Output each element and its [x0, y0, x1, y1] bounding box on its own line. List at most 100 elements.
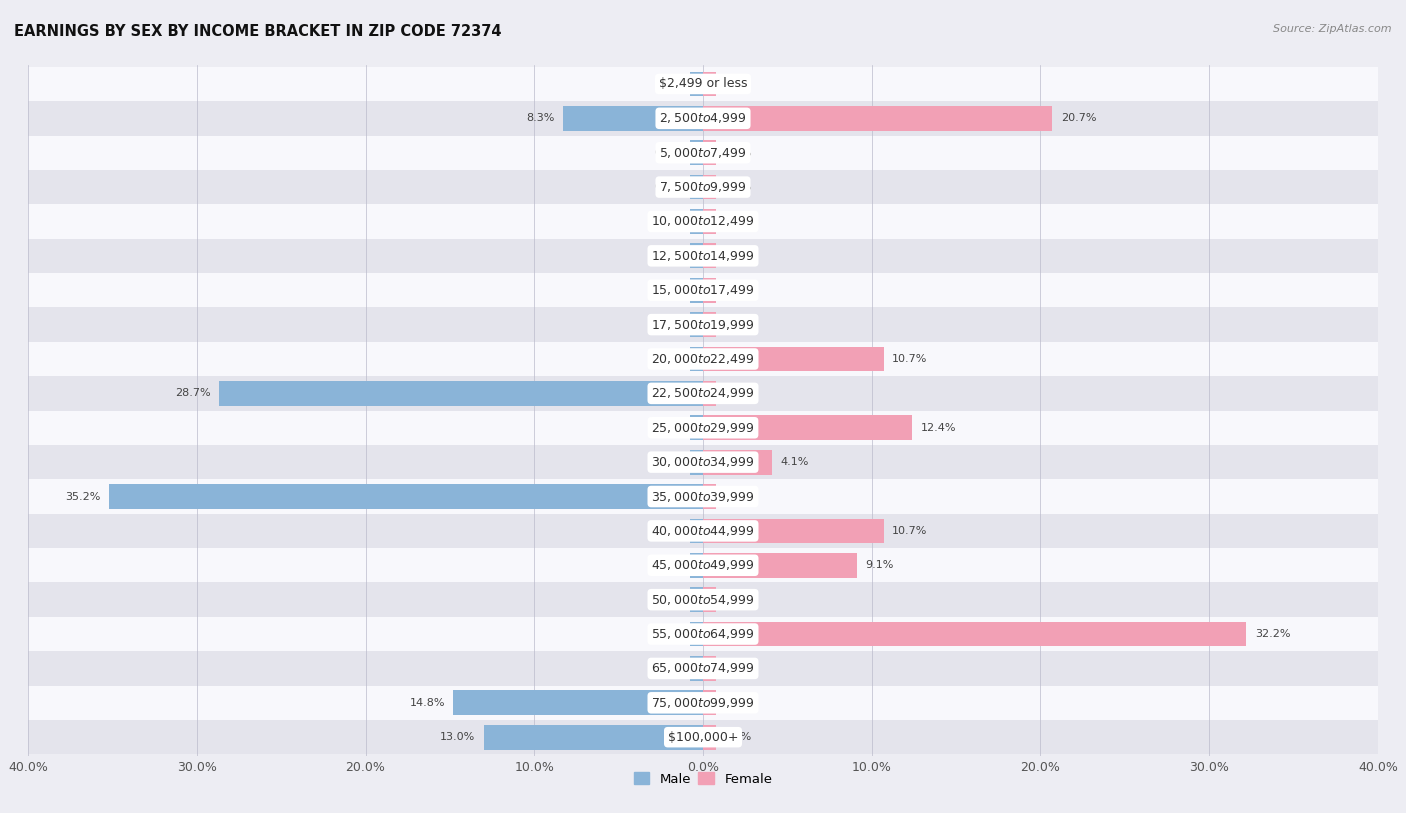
Text: $75,000 to $99,999: $75,000 to $99,999: [651, 696, 755, 710]
Text: 0.0%: 0.0%: [655, 285, 683, 295]
Bar: [28, 204, 1378, 239]
Bar: [28, 582, 1378, 617]
Text: $55,000 to $64,999: $55,000 to $64,999: [651, 627, 755, 641]
Text: $40,000 to $44,999: $40,000 to $44,999: [651, 524, 755, 538]
Bar: [28, 514, 1378, 548]
Bar: [689, 587, 703, 612]
Text: 0.0%: 0.0%: [723, 663, 751, 673]
Bar: [689, 346, 703, 372]
Bar: [689, 450, 703, 475]
Bar: [219, 381, 703, 406]
Bar: [703, 415, 912, 440]
Text: 0.0%: 0.0%: [655, 216, 683, 227]
Bar: [28, 720, 1378, 754]
Text: 13.0%: 13.0%: [440, 733, 475, 742]
Text: 0.0%: 0.0%: [723, 285, 751, 295]
Bar: [703, 622, 1246, 646]
Text: $22,500 to $24,999: $22,500 to $24,999: [651, 386, 755, 400]
Text: 0.0%: 0.0%: [655, 594, 683, 605]
Bar: [703, 243, 717, 268]
Text: 20.7%: 20.7%: [1060, 113, 1097, 124]
Bar: [689, 72, 703, 96]
Text: 0.0%: 0.0%: [723, 733, 751, 742]
Bar: [28, 548, 1378, 582]
Text: 4.1%: 4.1%: [780, 457, 808, 467]
Text: 0.0%: 0.0%: [655, 79, 683, 89]
Text: 0.0%: 0.0%: [655, 526, 683, 536]
Text: 32.2%: 32.2%: [1254, 629, 1291, 639]
Text: 14.8%: 14.8%: [409, 698, 444, 708]
Bar: [28, 445, 1378, 480]
Text: $45,000 to $49,999: $45,000 to $49,999: [651, 559, 755, 572]
Bar: [703, 209, 717, 234]
Text: 0.0%: 0.0%: [655, 560, 683, 570]
Bar: [28, 617, 1378, 651]
Bar: [28, 651, 1378, 685]
Bar: [28, 239, 1378, 273]
Bar: [703, 72, 717, 96]
Text: 0.0%: 0.0%: [723, 79, 751, 89]
Text: $15,000 to $17,499: $15,000 to $17,499: [651, 283, 755, 298]
Text: 0.0%: 0.0%: [655, 251, 683, 261]
Text: 0.0%: 0.0%: [655, 457, 683, 467]
Bar: [28, 685, 1378, 720]
Text: 0.0%: 0.0%: [655, 629, 683, 639]
Text: 8.3%: 8.3%: [526, 113, 554, 124]
Bar: [689, 209, 703, 234]
Bar: [484, 725, 703, 750]
Text: 0.0%: 0.0%: [723, 320, 751, 329]
Bar: [703, 346, 883, 372]
Text: $7,500 to $9,999: $7,500 to $9,999: [659, 180, 747, 194]
Bar: [28, 341, 1378, 376]
Text: 0.0%: 0.0%: [723, 389, 751, 398]
Text: 35.2%: 35.2%: [65, 492, 101, 502]
Bar: [689, 243, 703, 268]
Text: Source: ZipAtlas.com: Source: ZipAtlas.com: [1274, 24, 1392, 34]
Text: $100,000+: $100,000+: [668, 731, 738, 744]
Bar: [689, 553, 703, 578]
Bar: [689, 415, 703, 440]
Bar: [703, 690, 717, 715]
Text: $10,000 to $12,499: $10,000 to $12,499: [651, 215, 755, 228]
Text: 0.0%: 0.0%: [655, 182, 683, 192]
Text: 0.0%: 0.0%: [723, 216, 751, 227]
Text: $12,500 to $14,999: $12,500 to $14,999: [651, 249, 755, 263]
Text: $2,499 or less: $2,499 or less: [659, 77, 747, 90]
Text: 10.7%: 10.7%: [891, 354, 928, 364]
Text: $2,500 to $4,999: $2,500 to $4,999: [659, 111, 747, 125]
Text: 0.0%: 0.0%: [723, 492, 751, 502]
Text: 0.0%: 0.0%: [723, 251, 751, 261]
Text: 10.7%: 10.7%: [891, 526, 928, 536]
Text: 0.0%: 0.0%: [655, 320, 683, 329]
Bar: [703, 381, 717, 406]
Bar: [689, 622, 703, 646]
Text: $5,000 to $7,499: $5,000 to $7,499: [659, 146, 747, 159]
Bar: [28, 170, 1378, 204]
Text: 0.0%: 0.0%: [655, 354, 683, 364]
Bar: [703, 450, 772, 475]
Text: 0.0%: 0.0%: [723, 594, 751, 605]
Bar: [28, 273, 1378, 307]
Text: $25,000 to $29,999: $25,000 to $29,999: [651, 421, 755, 435]
Bar: [703, 106, 1052, 131]
Text: EARNINGS BY SEX BY INCOME BRACKET IN ZIP CODE 72374: EARNINGS BY SEX BY INCOME BRACKET IN ZIP…: [14, 24, 502, 39]
Bar: [703, 553, 856, 578]
Bar: [703, 725, 717, 750]
Bar: [703, 656, 717, 680]
Bar: [28, 480, 1378, 514]
Bar: [689, 656, 703, 680]
Bar: [28, 101, 1378, 136]
Text: $20,000 to $22,499: $20,000 to $22,499: [651, 352, 755, 366]
Bar: [703, 519, 883, 543]
Bar: [703, 484, 717, 509]
Bar: [689, 141, 703, 165]
Bar: [562, 106, 703, 131]
Text: 0.0%: 0.0%: [723, 148, 751, 158]
Bar: [689, 519, 703, 543]
Text: $65,000 to $74,999: $65,000 to $74,999: [651, 662, 755, 676]
Bar: [703, 587, 717, 612]
Bar: [28, 67, 1378, 101]
Text: 0.0%: 0.0%: [655, 148, 683, 158]
Bar: [703, 312, 717, 337]
Text: $35,000 to $39,999: $35,000 to $39,999: [651, 489, 755, 503]
